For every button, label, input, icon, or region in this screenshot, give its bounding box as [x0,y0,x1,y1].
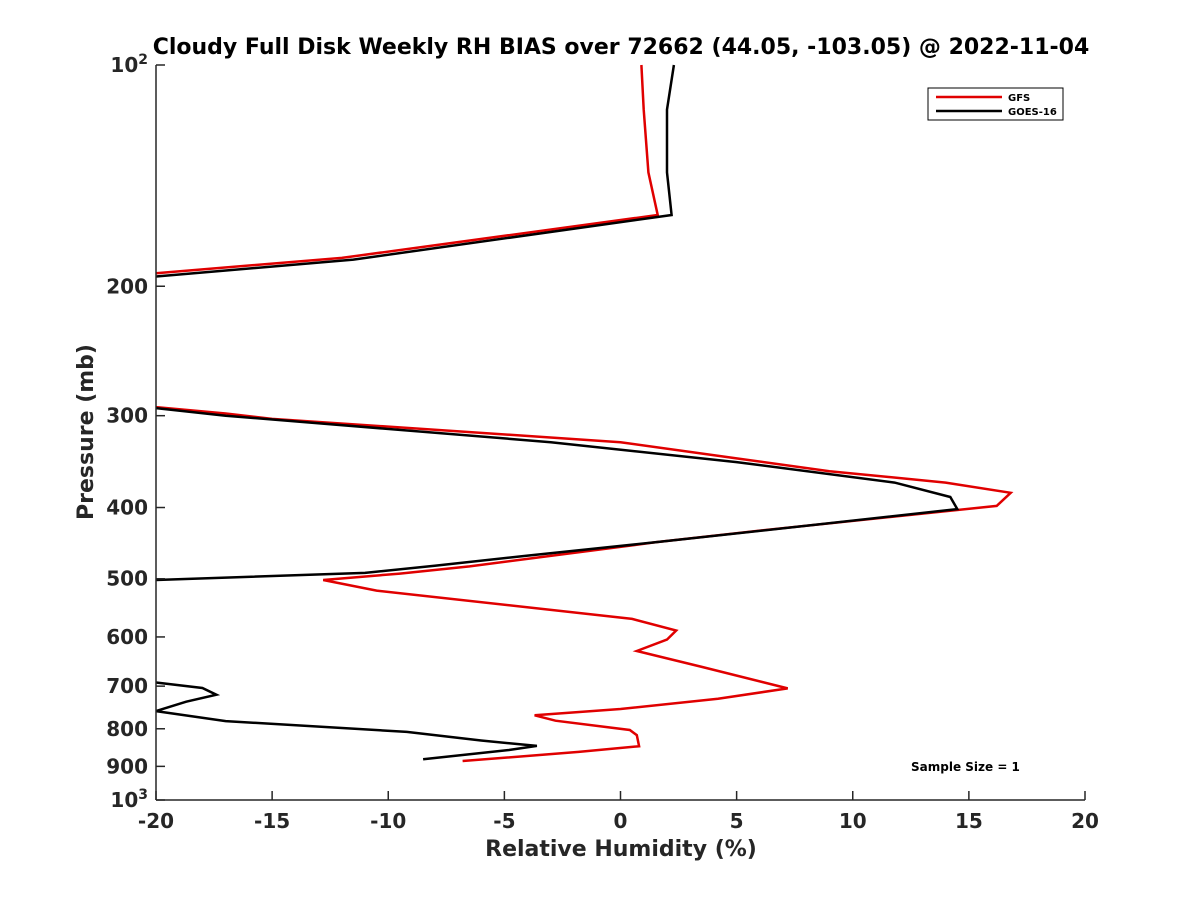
y-tick-label: 103 [110,787,148,812]
y-tick-label: 300 [106,404,148,428]
y-tick-label: 102 [110,52,148,77]
x-tick-label: -15 [254,809,290,833]
x-tick-label: 15 [955,809,983,833]
series-line-goes16-segment-3 [155,681,538,761]
series-line-gfs-segment-1 [155,64,660,275]
y-axis-label: Pressure (mb) [74,344,99,520]
series-line-gfs-segment-2 [155,405,1014,763]
y-ticks: 102 200 300 400 500 600 700 800 900 103 [106,52,165,812]
legend-box [927,87,1064,121]
sample-size-annotation: Sample Size = 1 [911,760,1020,774]
series-layer [155,64,1014,763]
x-tick-label: -10 [370,809,406,833]
x-tick-label: 20 [1071,809,1099,833]
series-line-goes16-segment-1 [155,64,676,278]
legend-label-goes16: GOES-16 [1008,107,1057,118]
legend-label-gfs: GFS [1008,93,1030,104]
x-axis-label: Relative Humidity (%) [485,837,757,862]
y-tick-label: 900 [106,754,148,778]
chart-title: Cloudy Full Disk Weekly RH BIAS over 726… [153,35,1090,60]
x-tick-label: 5 [730,809,744,833]
series-line-goes16-segment-2 [155,406,960,582]
x-ticks: -20 -15 -10 -5 0 5 10 15 20 [138,791,1099,833]
x-tick-label: -5 [493,809,515,833]
y-tick-label: 800 [106,717,148,741]
y-tick-label: 600 [106,625,148,649]
x-tick-label: 0 [614,809,628,833]
x-tick-label: 10 [839,809,867,833]
y-tick-label: 500 [106,567,148,591]
legend: GFS GOES-16 [927,87,1064,121]
y-tick-label: 700 [106,674,148,698]
y-tick-label: 200 [106,274,148,298]
y-tick-label: 400 [106,496,148,520]
x-tick-label: -20 [138,809,174,833]
